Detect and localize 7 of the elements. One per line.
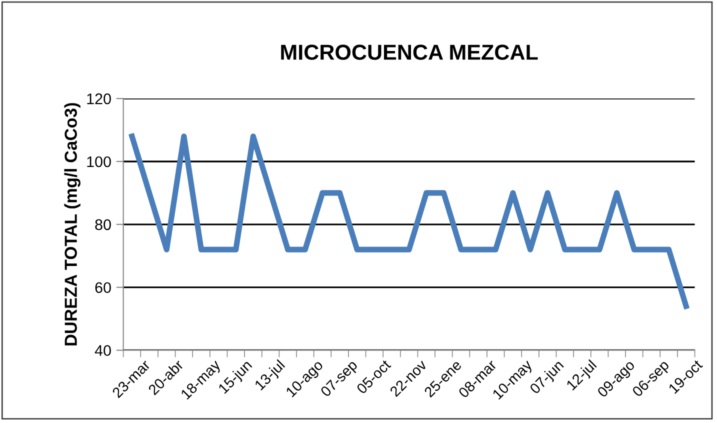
y-axis-title: DUREZA TOTAL (mg/l CaCo3) <box>64 103 80 346</box>
y-tick-label: 120 <box>87 93 111 104</box>
y-tick-label: 60 <box>95 282 111 294</box>
y-tick-label: 80 <box>95 219 111 230</box>
y-tick-label: 100 <box>87 156 111 168</box>
y-tick-label: 40 <box>94 345 111 356</box>
chart-title: MICROCUENCA MEZCAL <box>281 44 538 60</box>
